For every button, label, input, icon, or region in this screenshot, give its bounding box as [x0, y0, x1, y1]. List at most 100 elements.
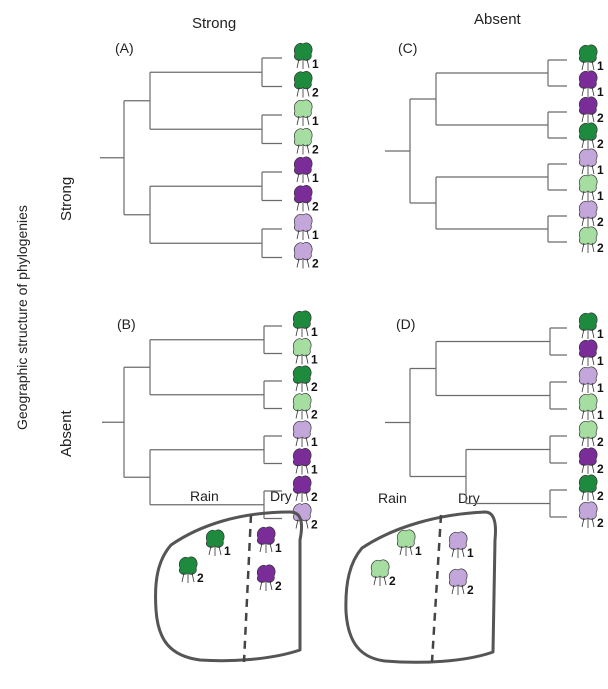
phylogeny-panel-1: 1 2 1 2 1 2 1 2: [100, 42, 319, 271]
map-2-divider: [430, 514, 443, 663]
leaf-tree-icon: 2: [293, 242, 319, 271]
leaf-tree-icon-trunk: [295, 354, 309, 365]
leaf-tree-icon: 1: [292, 338, 318, 367]
map-tree-icon-site-label: 2: [197, 571, 204, 585]
trees-layer: 1 2 1 2 1 2 1 2 1 1 2 2 1 1 2 2 1 1 2 2 1 1 2 2 1 1 1 1 2 2 2 2: [100, 42, 604, 532]
column-header-strong: Strong: [192, 15, 237, 32]
leaf-tree-icon: 1: [293, 156, 319, 185]
leaf-tree-icon: 2: [578, 122, 604, 151]
maps-layer: 1 2 1 2 1 2 1 2: [154, 510, 497, 664]
map-tree-icon: 2: [370, 559, 396, 588]
map-1-rain-label: Rain: [190, 488, 219, 504]
leaf-tree-icon-trunk: [296, 229, 310, 240]
map-2-dry-label: Dry: [458, 490, 480, 506]
leaf-tree-icon-trunk: [296, 144, 310, 155]
leaf-tree-icon-crown: [578, 366, 598, 385]
leaf-tree-icon-trunk: [581, 382, 595, 393]
leaf-tree-icon-site-label: 1: [597, 354, 604, 368]
leaf-tree-icon-site-label: 1: [311, 463, 318, 477]
panel-letter-a: (A): [115, 40, 134, 56]
leaf-tree-icon-crown: [578, 200, 598, 219]
map-tree-icon-trunk: [181, 572, 195, 583]
map-tree-icon-site-label: 2: [275, 579, 282, 593]
leaf-tree-icon-site-label: 1: [597, 408, 604, 422]
leaf-tree-icon: 1: [578, 393, 604, 422]
leaf-tree-icon-trunk: [581, 164, 595, 175]
leaf-tree-icon-crown: [293, 99, 313, 118]
leaf-tree-icon-crown: [293, 42, 313, 61]
leaf-tree-icon-trunk: [296, 87, 310, 98]
map-tree-icon: 2: [448, 568, 474, 597]
leaf-tree-icon: 2: [293, 71, 319, 100]
leaf-tree-icon-site-label: 2: [311, 490, 318, 504]
map-tree-icon-crown: [448, 568, 468, 587]
leaf-tree-icon-site-label: 2: [312, 257, 319, 271]
leaf-tree-icon: 2: [578, 226, 604, 255]
map-tree-icon-crown: [396, 529, 416, 548]
leaf-tree-icon-trunk: [296, 201, 310, 212]
leaf-tree-icon-crown: [293, 71, 313, 90]
map-tree-icon: 1: [205, 529, 231, 558]
leaf-tree-icon-crown: [292, 448, 312, 467]
leaf-tree-icon: 2: [293, 128, 319, 157]
map-tree-icon-site-label: 1: [224, 544, 231, 558]
leaf-tree-icon-crown: [578, 501, 598, 520]
leaf-tree-icon: 2: [578, 447, 604, 476]
panel-letter-b: (B): [117, 316, 136, 332]
leaf-tree-icon: 2: [578, 420, 604, 449]
map-1-dry-label: Dry: [270, 488, 292, 504]
leaf-tree-icon: 2: [292, 365, 318, 394]
map-tree-icon: 2: [256, 564, 282, 593]
leaf-tree-icon-crown: [292, 365, 312, 384]
leaf-tree-icon: 1: [293, 99, 319, 128]
leaf-tree-icon-site-label: 2: [597, 516, 604, 530]
leaf-tree-icon-trunk: [581, 190, 595, 201]
leaf-tree-icon-crown: [578, 44, 598, 63]
leaf-tree-icon-trunk: [581, 463, 595, 474]
leaf-tree-icon: 1: [578, 70, 604, 99]
leaf-tree-icon: 2: [578, 474, 604, 503]
map-tree-icon-trunk: [451, 547, 465, 558]
leaf-tree-icon: 2: [578, 96, 604, 125]
leaf-tree-icon-site-label: 1: [597, 163, 604, 177]
leaf-tree-icon-site-label: 2: [597, 435, 604, 449]
leaf-tree-icon-trunk: [581, 436, 595, 447]
leaf-tree-icon-crown: [578, 96, 598, 115]
map-tree-icon-crown: [448, 531, 468, 550]
leaf-tree-icon: 1: [578, 174, 604, 203]
leaf-tree-icon-site-label: 2: [597, 137, 604, 151]
leaf-tree-icon: 2: [292, 393, 318, 422]
leaf-tree-icon-trunk: [581, 328, 595, 339]
map-tree-icon: 1: [256, 526, 282, 555]
leaf-tree-icon-crown: [578, 393, 598, 412]
leaf-tree-icon: 1: [292, 448, 318, 477]
map-tree-icon-trunk: [208, 545, 222, 556]
leaf-tree-icon: 1: [292, 420, 318, 449]
leaf-tree-icon-crown: [292, 475, 312, 494]
map-tree-icon-trunk: [259, 542, 273, 553]
leaf-tree-icon-site-label: 1: [311, 435, 318, 449]
leaf-tree-icon-site-label: 1: [312, 57, 319, 71]
leaf-tree-icon-trunk: [581, 86, 595, 97]
leaf-tree-icon: 1: [578, 44, 604, 73]
leaf-tree-icon: 1: [292, 310, 318, 339]
leaf-tree-icon-trunk: [581, 355, 595, 366]
leaf-tree-icon-trunk: [296, 172, 310, 183]
leaf-tree-icon-crown: [578, 174, 598, 193]
column-header-absent: Absent: [474, 11, 521, 28]
leaf-tree-icon-site-label: 2: [597, 462, 604, 476]
map-tree-icon-crown: [370, 559, 390, 578]
leaf-tree-icon-site-label: 1: [597, 85, 604, 99]
leaf-tree-icon-trunk: [295, 381, 309, 392]
map-tree-icon-crown: [205, 529, 225, 548]
leaf-tree-icon-trunk: [295, 436, 309, 447]
leaf-tree-icon-site-label: 1: [312, 228, 319, 242]
leaf-tree-icon: 1: [293, 42, 319, 71]
phylogeny-panel-2: 1 1 2 2 1 1 2 2: [385, 44, 604, 255]
leaf-tree-icon-trunk: [295, 409, 309, 420]
leaf-tree-icon-crown: [292, 338, 312, 357]
leaf-tree-icon: 2: [292, 503, 318, 532]
leaf-tree-icon-site-label: 1: [597, 59, 604, 73]
leaf-tree-icon-trunk: [295, 491, 309, 502]
map-tree-icon-trunk: [399, 545, 413, 556]
